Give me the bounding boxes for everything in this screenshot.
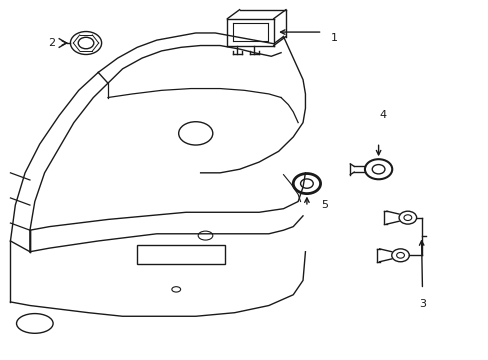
Text: 2: 2 — [48, 38, 55, 48]
Text: 5: 5 — [321, 200, 328, 210]
Text: 4: 4 — [379, 111, 386, 121]
Bar — [137, 244, 224, 264]
Text: 3: 3 — [418, 299, 425, 309]
Text: 1: 1 — [330, 33, 338, 43]
